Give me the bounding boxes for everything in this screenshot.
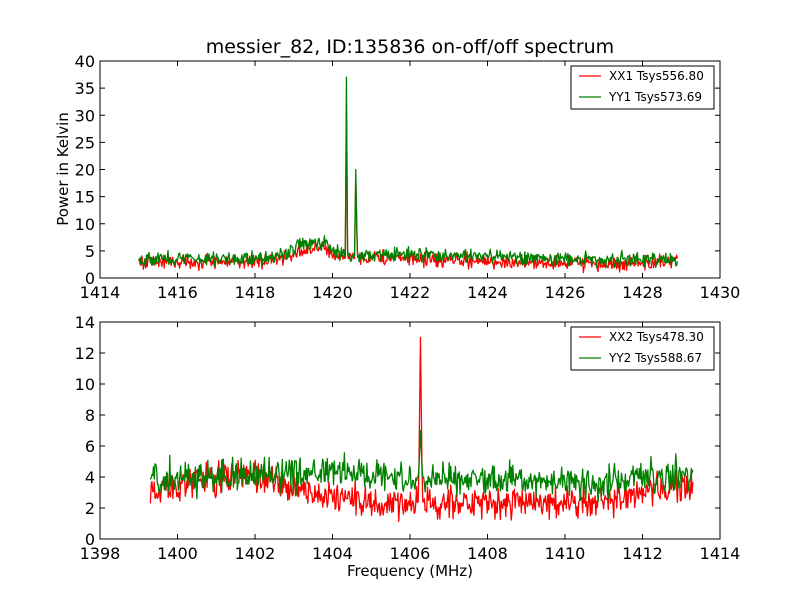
y-tick-label: 5	[85, 242, 95, 261]
series-line-yy2-tsys588-67	[149, 429, 694, 503]
y-tick-label: 30	[75, 106, 95, 125]
x-tick-label: 1430	[700, 283, 741, 302]
bottom-panel: Frequency (MHz) 1398 1400 1402 1404 1406 1408…	[75, 313, 741, 580]
legend-label-yy2-tsys588-67: YY2 Tsys588.67	[608, 351, 702, 365]
y-tick-label: 4	[85, 468, 95, 487]
x-tick-label: 1414	[80, 283, 121, 302]
x-tick-label: 1398	[80, 544, 121, 563]
top-legend: XX1 Tsys556.80 YY1 Tsys573.69	[570, 65, 715, 110]
x-tick-label: 1414	[700, 544, 741, 563]
y-tick-label: 40	[75, 52, 95, 71]
y-tick-label: 0	[85, 530, 95, 549]
x-tick-label: 1404	[312, 544, 353, 563]
top-series-lines	[138, 76, 679, 274]
x-tick-label: 1422	[390, 283, 431, 302]
top-axis-ticks: 1414 1416 1418 1420 1422 1424 1426 1428 1430 0 5 10…	[75, 52, 741, 302]
legend-label-yy1-tsys573-69: YY1 Tsys573.69	[608, 90, 702, 104]
legend-label-xx2-tsys478-30: XX2 Tsys478.30	[609, 330, 704, 344]
top-panel: messier_82, ID:135836 on-off/off spectru…	[54, 36, 740, 302]
series-line-yy1-tsys573-69	[138, 76, 679, 269]
top-y-axis-label: Power in Kelvin	[54, 112, 72, 226]
x-tick-label: 1408	[467, 544, 508, 563]
x-tick-label: 1406	[390, 544, 431, 563]
x-tick-label: 1412	[622, 544, 663, 563]
y-tick-label: 20	[75, 161, 95, 180]
top-chart-title: messier_82, ID:135836 on-off/off spectru…	[206, 36, 614, 58]
x-tick-label: 1416	[157, 283, 198, 302]
legend-label-xx1-tsys556-80: XX1 Tsys556.80	[609, 69, 704, 83]
x-tick-label: 1426	[545, 283, 586, 302]
bottom-legend: XX2 Tsys478.30 YY2 Tsys588.67	[570, 326, 715, 371]
bottom-axis-ticks: 1398 1400 1402 1404 1406 1408 1410 1412 14140246…	[75, 313, 741, 563]
x-tick-label: 1420	[312, 283, 353, 302]
y-tick-label: 0	[85, 269, 95, 288]
x-tick-label: 1410	[545, 544, 586, 563]
legend-box	[570, 326, 715, 371]
y-tick-label: 10	[75, 375, 95, 394]
y-tick-label: 12	[75, 344, 95, 363]
y-tick-label: 15	[75, 188, 95, 207]
bottom-series-lines	[149, 336, 694, 522]
y-tick-label: 25	[75, 133, 95, 152]
y-tick-label: 6	[85, 437, 95, 456]
y-tick-label: 14	[75, 313, 95, 332]
x-tick-label: 1418	[235, 283, 276, 302]
x-tick-label: 1424	[467, 283, 508, 302]
bottom-x-axis-label: Frequency (MHz)	[347, 562, 473, 580]
x-tick-label: 1402	[235, 544, 276, 563]
y-tick-label: 8	[85, 406, 95, 425]
y-tick-label: 10	[75, 215, 95, 234]
legend-box	[570, 65, 715, 110]
x-tick-label: 1428	[622, 283, 663, 302]
y-tick-label: 35	[75, 79, 95, 98]
x-tick-label: 1400	[157, 544, 198, 563]
y-tick-label: 2	[85, 499, 95, 518]
